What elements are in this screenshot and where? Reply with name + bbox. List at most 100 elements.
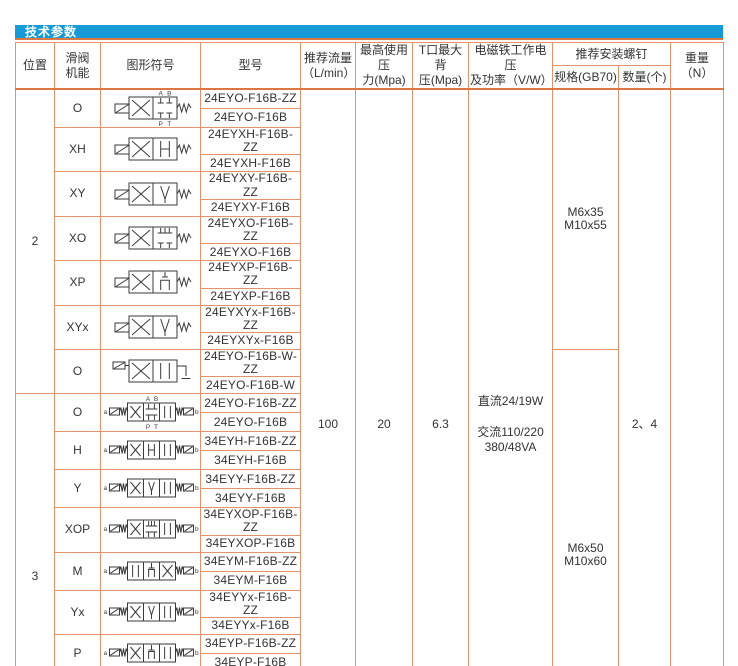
spec-table-header: 位置 滑阀 机能 图形符号 型号 推荐流量 （L/min） 最高使用压 力(Mp…: [15, 41, 725, 90]
table-row: Yx a b 34EYYx-F16B-ZZ: [16, 589, 724, 636]
svg-text:a: a: [103, 485, 107, 492]
svg-text:T: T: [167, 121, 171, 127]
table-row: XO 24EYXO-F16B-ZZ: [16, 215, 724, 262]
header-position: 位置: [15, 42, 55, 90]
model-cell: 34EYP-F16B: [200, 653, 301, 666]
function-cell: P: [54, 634, 101, 666]
solenoid-voltage-cell: 直流24/19W 交流110/220 380/48VA: [468, 88, 553, 666]
model-cell: 24EYO-F16B-ZZ: [200, 88, 301, 109]
svg-text:b: b: [195, 609, 199, 616]
svg-text:B: B: [167, 91, 171, 98]
model-cell: 34EYXOP-F16B-ZZ: [200, 507, 301, 536]
model-cell: 34EYP-F16B-ZZ: [200, 634, 301, 654]
model-cell: 24EYXO-F16B: [200, 243, 301, 262]
valve-symbol-icon: [114, 226, 191, 250]
header-weight: 重量 （N）: [670, 42, 725, 90]
function-cell: H: [54, 431, 101, 471]
function-cell: XO: [54, 215, 101, 262]
svg-text:a: a: [103, 650, 107, 657]
svg-text:b: b: [195, 568, 199, 575]
model-cell: 34EYXOP-F16B: [200, 534, 301, 553]
position-cell: 2: [15, 88, 55, 395]
model-cell: 24EYXYx-F16B: [200, 331, 301, 350]
table-row: XP 24EYXP-F16B-ZZ: [16, 260, 724, 306]
function-cell: M: [54, 551, 101, 591]
function-cell: O: [54, 348, 101, 395]
table-row: 34EYM-F16B: [16, 570, 724, 591]
table-row: XH 24EYXH-F16B-ZZ: [16, 126, 724, 173]
table-row: 24EYXYx-F16B: [16, 331, 724, 350]
table-row: 2 O A B P T 24EYO-F16B-ZZ 100 20 6.3 直流24/19W 交流11…: [15, 88, 725, 666]
svg-text:T: T: [154, 424, 158, 431]
back-pressure-cell: 6.3: [412, 88, 469, 666]
spec-table: 位置 滑阀 机能 图形符号 型号 推荐流量 （L/min） 最高使用压 力(Mp…: [15, 41, 725, 666]
svg-text:B: B: [153, 396, 157, 403]
section-title-bar: 技术参数: [15, 25, 723, 40]
model-cell: 24EYO-F16B-ZZ: [200, 393, 301, 414]
model-cell: 34EYYx-F16B-ZZ: [200, 589, 301, 619]
screw-spec-cell: M6x50 M10x60: [552, 348, 619, 666]
model-cell: 24EYXY-F16B: [200, 198, 301, 217]
valve-symbol-icon: [114, 315, 191, 339]
table-row: 24EYO-F16B-W: [16, 376, 724, 395]
svg-text:b: b: [195, 526, 199, 533]
svg-text:A: A: [158, 91, 163, 98]
table-row: 34EYY-F16B: [16, 488, 724, 509]
section-title: 技术参数: [25, 25, 78, 39]
model-cell: 24EYXYx-F16B-ZZ: [200, 304, 301, 333]
model-cell: 24EYO-F16B-W: [200, 376, 301, 395]
function-cell: XP: [54, 260, 101, 306]
svg-text:P: P: [145, 424, 149, 431]
model-cell: 24EYXP-F16B: [200, 287, 301, 306]
table-row: 24EYXO-F16B: [16, 243, 724, 262]
symbol-cell: [100, 304, 201, 350]
model-cell: 34EYH-F16B-ZZ: [200, 431, 301, 452]
svg-text:a: a: [103, 447, 107, 454]
model-cell: 24EYO-F16B: [200, 107, 301, 129]
model-cell: 34EYY-F16B: [200, 488, 301, 509]
model-cell: 34EYYx-F16B: [200, 617, 301, 635]
svg-text:b: b: [195, 485, 199, 492]
header-screw-spec: 规格(GB70): [552, 65, 619, 90]
header-solenoid: 电磁铁工作电压 及功率（V/W）: [468, 42, 553, 90]
position-cell: 3: [15, 393, 55, 666]
model-cell: 24EYXH-F16B-ZZ: [200, 126, 301, 156]
model-cell: 34EYH-F16B: [200, 450, 301, 471]
symbol-cell: [100, 348, 201, 395]
header-screw-qty: 数量(个): [617, 65, 672, 90]
svg-text:P: P: [158, 121, 162, 127]
valve-symbol-icon: [114, 137, 191, 161]
model-cell: 24EYXO-F16B-ZZ: [200, 215, 301, 245]
function-cell: XYx: [54, 304, 101, 350]
svg-text:b: b: [195, 447, 199, 454]
header-back-pressure: T口最大背 压(Mpa): [412, 42, 469, 90]
header-pressure: 最高使用压 力(Mpa): [355, 42, 413, 90]
function-cell: XY: [54, 171, 101, 217]
table-row: XY 24EYXY-F16B-ZZ: [16, 171, 724, 217]
weight-cell: [670, 88, 725, 666]
header-model: 型号: [200, 42, 301, 90]
function-cell: XOP: [54, 507, 101, 553]
table-row: XYx 24EYXYx-F16B-ZZ: [16, 304, 724, 350]
valve-symbol-icon: [112, 359, 190, 383]
screw-qty-cell: 2、4: [617, 88, 672, 666]
model-cell: 34EYY-F16B-ZZ: [200, 469, 301, 490]
table-row: 24EYXH-F16B: [16, 154, 724, 173]
svg-text:b: b: [195, 650, 199, 657]
svg-text:b: b: [195, 409, 199, 416]
header-symbol: 图形符号: [100, 42, 201, 90]
flow-cell: 100: [300, 88, 356, 666]
valve-symbol-icon: [114, 182, 191, 206]
header-screws-group: 推荐安装螺钉: [551, 41, 672, 67]
